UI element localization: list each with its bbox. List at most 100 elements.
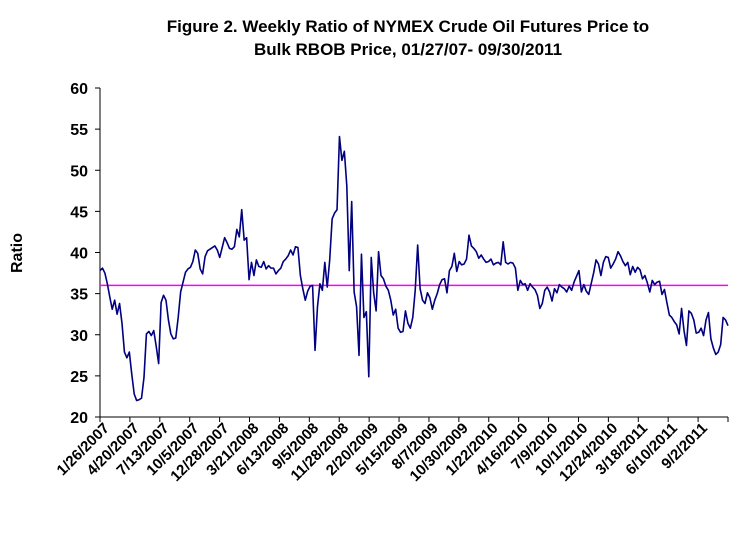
data-point bbox=[517, 289, 519, 291]
data-point bbox=[480, 254, 482, 256]
data-point bbox=[658, 280, 660, 282]
data-point bbox=[593, 272, 595, 274]
data-point bbox=[453, 252, 455, 254]
data-point bbox=[644, 274, 646, 276]
data-point bbox=[507, 263, 509, 265]
data-point bbox=[590, 283, 592, 285]
data-point bbox=[578, 270, 580, 272]
data-point bbox=[285, 258, 287, 260]
data-point bbox=[690, 312, 692, 314]
data-point bbox=[421, 299, 423, 301]
data-point bbox=[326, 286, 328, 288]
data-point bbox=[473, 247, 475, 249]
data-point bbox=[632, 265, 634, 267]
data-point bbox=[243, 239, 245, 241]
data-point bbox=[287, 255, 289, 257]
data-point bbox=[226, 242, 228, 244]
data-point bbox=[720, 344, 722, 346]
data-point bbox=[539, 307, 541, 309]
data-point bbox=[605, 256, 607, 258]
data-point bbox=[395, 308, 397, 310]
data-point bbox=[265, 268, 267, 270]
chart-title: Figure 2. Weekly Ratio of NYMEX Crude Oi… bbox=[167, 17, 649, 36]
data-point bbox=[573, 281, 575, 283]
data-point bbox=[463, 263, 465, 265]
data-point bbox=[583, 283, 585, 285]
data-point bbox=[634, 271, 636, 273]
data-point bbox=[236, 228, 238, 230]
data-point bbox=[439, 283, 441, 285]
data-point bbox=[717, 351, 719, 353]
data-point bbox=[483, 258, 485, 260]
data-point bbox=[446, 292, 448, 294]
data-point bbox=[380, 274, 382, 276]
data-point bbox=[170, 333, 172, 335]
y-tick-label: 20 bbox=[70, 410, 88, 427]
data-point bbox=[461, 264, 463, 266]
data-point bbox=[158, 362, 160, 364]
data-point bbox=[248, 279, 250, 281]
data-point bbox=[145, 333, 147, 335]
data-point bbox=[175, 337, 177, 339]
data-point bbox=[104, 272, 106, 274]
data-point bbox=[612, 263, 614, 265]
data-point bbox=[162, 294, 164, 296]
data-point bbox=[365, 311, 367, 313]
data-point bbox=[529, 283, 531, 285]
data-point bbox=[534, 288, 536, 290]
data-point bbox=[331, 218, 333, 220]
data-point bbox=[563, 288, 565, 290]
data-point bbox=[698, 331, 700, 333]
data-point bbox=[436, 293, 438, 295]
data-point bbox=[448, 270, 450, 272]
data-point bbox=[478, 257, 480, 259]
data-point bbox=[715, 353, 717, 355]
data-point bbox=[294, 246, 296, 248]
data-point bbox=[246, 237, 248, 239]
data-point bbox=[710, 338, 712, 340]
data-point bbox=[607, 256, 609, 258]
data-point bbox=[541, 302, 543, 304]
y-tick-label: 45 bbox=[70, 204, 88, 221]
data-point bbox=[336, 209, 338, 211]
data-point bbox=[610, 267, 612, 269]
data-point bbox=[707, 311, 709, 313]
data-point bbox=[290, 249, 292, 251]
data-point bbox=[167, 319, 169, 321]
data-point bbox=[654, 283, 656, 285]
data-point bbox=[311, 284, 313, 286]
data-point bbox=[148, 330, 150, 332]
data-point bbox=[639, 269, 641, 271]
data-point bbox=[575, 275, 577, 277]
data-point bbox=[441, 279, 443, 281]
data-point bbox=[724, 319, 726, 321]
data-point bbox=[443, 278, 445, 280]
data-point bbox=[561, 286, 563, 288]
data-point bbox=[693, 319, 695, 321]
data-point bbox=[585, 290, 587, 292]
data-point bbox=[277, 270, 279, 272]
data-point bbox=[597, 263, 599, 265]
data-point bbox=[111, 308, 113, 310]
data-point bbox=[615, 258, 617, 260]
data-point bbox=[368, 376, 370, 378]
data-point bbox=[407, 322, 409, 324]
data-point bbox=[297, 246, 299, 248]
data-point bbox=[451, 265, 453, 267]
data-point bbox=[519, 279, 521, 281]
data-point bbox=[651, 279, 653, 281]
data-point bbox=[385, 285, 387, 287]
data-point bbox=[527, 289, 529, 291]
data-point bbox=[329, 259, 331, 261]
data-point bbox=[641, 278, 643, 280]
data-point bbox=[580, 291, 582, 293]
data-point bbox=[221, 246, 223, 248]
data-point bbox=[197, 252, 199, 254]
data-point bbox=[624, 265, 626, 267]
data-point bbox=[705, 319, 707, 321]
data-point bbox=[475, 251, 477, 253]
data-point bbox=[316, 306, 318, 308]
data-point bbox=[123, 351, 125, 353]
data-point bbox=[199, 268, 201, 270]
data-point bbox=[673, 320, 675, 322]
